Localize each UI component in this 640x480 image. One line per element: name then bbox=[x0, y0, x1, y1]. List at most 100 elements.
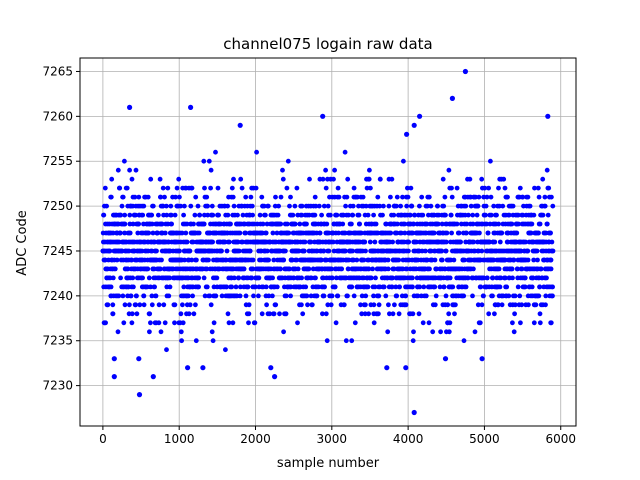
x-tick-label: 6000 bbox=[545, 432, 576, 446]
data-point bbox=[550, 248, 556, 254]
data-point bbox=[465, 275, 471, 281]
data-point bbox=[488, 212, 494, 218]
data-point bbox=[136, 221, 142, 227]
data-point bbox=[223, 257, 229, 263]
outlier-point bbox=[417, 113, 423, 119]
outlier-point bbox=[462, 68, 468, 75]
data-point bbox=[351, 293, 357, 299]
data-point bbox=[178, 203, 184, 209]
data-point bbox=[449, 185, 454, 191]
data-point bbox=[411, 221, 416, 227]
data-point bbox=[371, 293, 376, 299]
data-point bbox=[133, 212, 139, 218]
data-point bbox=[328, 212, 333, 218]
data-point bbox=[209, 329, 215, 335]
data-point bbox=[297, 221, 303, 227]
data-point bbox=[265, 203, 271, 209]
data-point bbox=[522, 275, 528, 281]
data-point bbox=[511, 257, 517, 263]
data-point bbox=[160, 203, 166, 209]
data-point bbox=[126, 302, 132, 308]
data-point bbox=[512, 302, 518, 308]
data-point bbox=[187, 302, 193, 308]
x-axis-ticks: 0 1000 2000 3000 4000 5000 6000 bbox=[99, 426, 576, 446]
data-point bbox=[208, 167, 214, 173]
data-point bbox=[274, 230, 280, 236]
data-point bbox=[438, 329, 443, 335]
data-point bbox=[390, 275, 395, 281]
data-point bbox=[386, 203, 392, 209]
data-point bbox=[147, 311, 153, 317]
data-point bbox=[402, 221, 407, 227]
data-point bbox=[159, 257, 164, 263]
data-point bbox=[276, 203, 281, 209]
data-point bbox=[299, 275, 304, 281]
data-point bbox=[373, 275, 378, 281]
data-point bbox=[164, 203, 169, 209]
data-point bbox=[112, 266, 118, 272]
data-point bbox=[550, 293, 555, 299]
data-point bbox=[464, 230, 469, 236]
data-point bbox=[376, 293, 382, 299]
data-point bbox=[156, 302, 162, 308]
data-point bbox=[319, 257, 324, 263]
data-point bbox=[320, 176, 326, 182]
data-point bbox=[127, 230, 133, 236]
data-point bbox=[117, 185, 123, 191]
data-point bbox=[256, 293, 261, 299]
data-point bbox=[484, 194, 490, 200]
data-point bbox=[518, 248, 524, 254]
data-point bbox=[278, 194, 284, 200]
data-point bbox=[390, 311, 396, 317]
data-point bbox=[162, 230, 168, 236]
data-point bbox=[362, 311, 368, 317]
data-point bbox=[496, 221, 501, 227]
y-tick-label: 7255 bbox=[42, 154, 73, 168]
data-point bbox=[363, 293, 369, 299]
data-point bbox=[349, 284, 355, 290]
data-point bbox=[121, 320, 127, 326]
data-point bbox=[502, 185, 508, 191]
data-point bbox=[424, 221, 430, 227]
outlier-point bbox=[479, 356, 485, 362]
data-point bbox=[225, 311, 231, 317]
data-point bbox=[502, 275, 508, 281]
data-point bbox=[288, 284, 294, 290]
data-point bbox=[156, 212, 161, 218]
data-point bbox=[233, 284, 239, 290]
outlier-point bbox=[136, 392, 143, 398]
data-point bbox=[361, 257, 367, 263]
data-point bbox=[125, 266, 131, 272]
data-point bbox=[548, 257, 554, 263]
x-axis-label: sample number bbox=[277, 456, 380, 471]
data-point bbox=[349, 338, 355, 344]
data-point bbox=[264, 221, 270, 227]
data-point bbox=[443, 212, 448, 218]
data-point bbox=[509, 221, 515, 227]
data-point bbox=[356, 203, 361, 209]
data-point bbox=[329, 266, 334, 272]
data-point bbox=[474, 212, 480, 218]
data-point bbox=[267, 311, 273, 317]
data-point bbox=[291, 275, 297, 281]
data-point bbox=[546, 185, 552, 191]
data-point bbox=[313, 203, 319, 209]
data-point bbox=[243, 293, 249, 299]
data-point bbox=[306, 266, 312, 272]
data-point bbox=[371, 212, 376, 218]
data-point bbox=[449, 230, 454, 236]
data-point bbox=[488, 194, 494, 200]
data-point bbox=[392, 302, 397, 308]
data-point bbox=[426, 320, 432, 326]
data-point bbox=[137, 302, 143, 308]
data-point bbox=[202, 185, 207, 191]
data-point bbox=[496, 266, 502, 272]
data-point bbox=[204, 194, 210, 200]
data-point bbox=[376, 302, 382, 308]
data-point bbox=[390, 239, 395, 245]
data-point bbox=[410, 275, 415, 281]
data-point bbox=[122, 230, 127, 236]
data-point bbox=[222, 239, 228, 245]
data-point bbox=[140, 275, 146, 281]
data-point bbox=[288, 293, 293, 299]
